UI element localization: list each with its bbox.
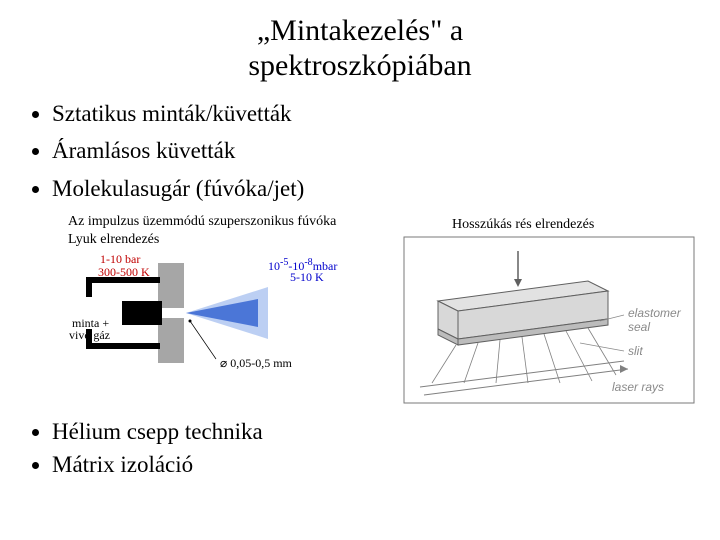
channel-bottom — [86, 343, 160, 349]
slide-title: „Mintakezelés" a spektroszkópiában — [0, 0, 720, 83]
bullet-item: Sztatikus minták/küvetták — [52, 97, 720, 130]
laser-label: laser rays — [612, 380, 664, 394]
elastomer-label: elastomer — [628, 306, 682, 320]
diameter-leader — [190, 321, 216, 359]
right-diagram-caption: Hosszúkás rés elrendezés — [452, 217, 594, 233]
slit-label: slit — [628, 344, 643, 358]
slit-diagram: elastomer seal slit laser rays — [400, 233, 700, 409]
channel-corner-top — [86, 277, 92, 297]
temp-hot-label: 300-500 K — [98, 266, 150, 279]
caption-text: Az impulzus üzemmódú szuperszonikus fúvó… — [68, 214, 336, 229]
bullet-list-top: Sztatikus minták/küvetták Áramlásos küve… — [52, 97, 720, 205]
bullet-item: Molekulasugár (fúvóka/jet) — [52, 172, 720, 205]
diameter-label: ⌀ 0,05-0,5 mm — [220, 357, 292, 370]
bullet-list-bottom: Hélium csepp technika Mátrix izoláció — [52, 415, 720, 482]
bullet-item: Hélium csepp technika — [52, 415, 720, 448]
leader-dot — [189, 320, 192, 323]
bullet-item: Áramlásos küvetták — [52, 134, 720, 167]
beam-temp-label: 5-10 K — [290, 271, 324, 284]
inner-block — [122, 301, 162, 325]
title-line-2: spektroszkópiában — [248, 49, 471, 82]
seal-label: seal — [628, 320, 650, 334]
title-line-1: „Mintakezelés" a — [257, 14, 463, 47]
diagram-area: Az impulzus üzemmódú szuperszonikus fúvó… — [0, 209, 720, 409]
carrier-label: vivő gáz — [69, 329, 110, 342]
bullet-item: Mátrix izoláció — [52, 448, 720, 481]
